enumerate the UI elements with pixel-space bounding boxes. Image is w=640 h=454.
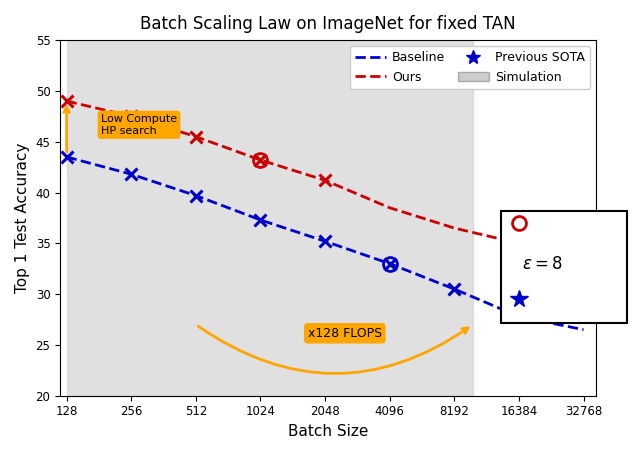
Title: Batch Scaling Law on ImageNet for fixed TAN: Batch Scaling Law on ImageNet for fixed … bbox=[140, 15, 516, 33]
X-axis label: Batch Size: Batch Size bbox=[288, 424, 369, 439]
Y-axis label: Top 1 Test Accuracy: Top 1 Test Accuracy bbox=[15, 143, 30, 293]
Bar bbox=[67, 40, 473, 396]
Text: Low Compute
HP search: Low Compute HP search bbox=[101, 114, 177, 136]
Bar bbox=[501, 211, 627, 323]
Text: x128 FLOPS: x128 FLOPS bbox=[308, 327, 382, 340]
Legend: Baseline, Ours, Previous SOTA, Simulation: Baseline, Ours, Previous SOTA, Simulatio… bbox=[349, 46, 590, 89]
Text: $\varepsilon = 8$: $\varepsilon = 8$ bbox=[522, 255, 563, 273]
